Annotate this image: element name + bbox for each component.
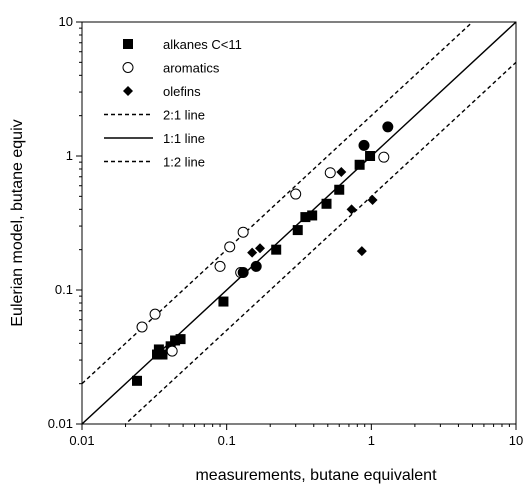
legend-label: aromatics [163, 61, 220, 76]
data-point [132, 375, 143, 386]
data-point [346, 204, 357, 215]
legend-label: alkanes C<11 [163, 37, 242, 52]
data-point [214, 260, 226, 272]
data-point [218, 296, 229, 307]
data-point [271, 244, 282, 255]
y-tick-label: 1 [66, 148, 73, 163]
data-point [149, 308, 161, 320]
data-point [255, 243, 266, 254]
data-point [300, 212, 311, 223]
x-tick-label: 0.01 [69, 433, 94, 448]
data-point [365, 151, 376, 161]
data-point [175, 334, 186, 345]
y-axis-title: Eulerian model, butane equiv [9, 119, 26, 326]
data-point [166, 345, 178, 357]
data-point [321, 198, 332, 209]
data-point [367, 194, 378, 205]
x-tick-label: 1 [368, 433, 375, 448]
y-tick-label: 0.01 [48, 416, 73, 431]
data-point [324, 167, 336, 179]
legend-marker [123, 86, 133, 96]
data-point [334, 184, 345, 195]
data-point [354, 159, 365, 170]
data-point [250, 260, 262, 272]
legend-label: olefins [163, 84, 201, 99]
legend-marker [123, 39, 133, 49]
data-point [382, 121, 394, 133]
data-point [152, 349, 163, 360]
data-point [307, 210, 318, 221]
legend-label: 1:1 line [163, 131, 205, 146]
x-tick-label: 0.1 [218, 433, 236, 448]
legend-label: 2:1 line [163, 108, 205, 123]
y-tick-label: 0.1 [55, 282, 73, 297]
data-point [247, 247, 258, 258]
y-tick-label: 10 [59, 14, 73, 29]
legend-marker [122, 62, 134, 73]
data-point [292, 225, 303, 236]
data-point [170, 335, 181, 346]
x-axis-title: measurements, butane equivalent [195, 467, 437, 484]
legend-label: 1:2 line [163, 155, 205, 170]
data-point [237, 226, 249, 238]
data-point [358, 139, 370, 151]
data-point [157, 349, 168, 360]
data-point [153, 344, 164, 355]
data-point [378, 151, 390, 163]
x-tick-label: 10 [509, 433, 523, 448]
data-point [356, 246, 367, 257]
data-point [336, 166, 347, 177]
data-point [290, 188, 302, 200]
data-point [136, 321, 148, 333]
data-point [237, 267, 249, 279]
data-point [224, 241, 236, 253]
reference-line [124, 61, 516, 424]
